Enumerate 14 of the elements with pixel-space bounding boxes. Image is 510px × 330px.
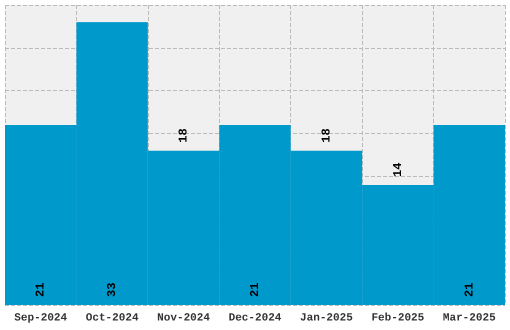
- x-tick-label: Sep-2024: [14, 312, 68, 324]
- data-label: 33: [105, 282, 120, 297]
- data-label: 18: [176, 128, 191, 143]
- data-label: 18: [319, 128, 334, 143]
- data-label: 21: [34, 282, 48, 297]
- data-label: 21: [248, 282, 262, 297]
- x-tick-label: Dec-2024: [228, 312, 282, 324]
- x-tick-label: Jan-2025: [300, 312, 354, 324]
- x-tick-label: Nov-2024: [157, 312, 210, 324]
- data-label: 14: [390, 162, 405, 177]
- x-tick-label: Feb-2025: [371, 312, 425, 324]
- data-label: 21: [462, 282, 476, 297]
- x-tick-label: Mar-2025: [442, 312, 496, 324]
- x-tick-label: Oct-2024: [86, 312, 139, 324]
